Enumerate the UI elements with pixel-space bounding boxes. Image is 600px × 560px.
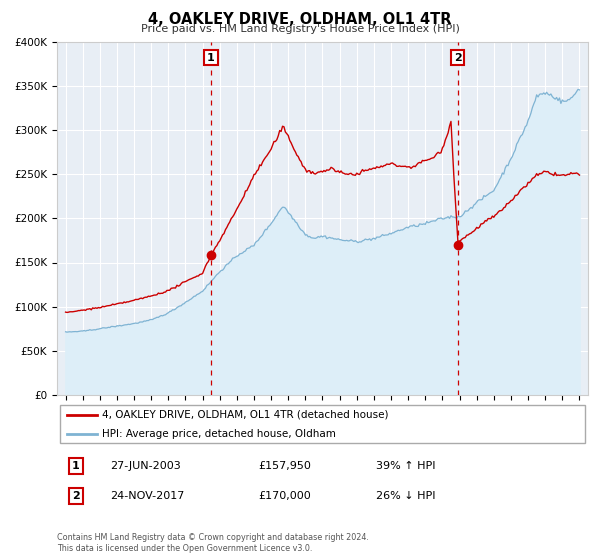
Text: 4, OAKLEY DRIVE, OLDHAM, OL1 4TR: 4, OAKLEY DRIVE, OLDHAM, OL1 4TR bbox=[148, 12, 452, 27]
Text: Contains HM Land Registry data © Crown copyright and database right 2024.: Contains HM Land Registry data © Crown c… bbox=[57, 533, 369, 542]
Text: 2: 2 bbox=[454, 53, 461, 63]
Text: £170,000: £170,000 bbox=[259, 491, 311, 501]
Text: 4, OAKLEY DRIVE, OLDHAM, OL1 4TR (detached house): 4, OAKLEY DRIVE, OLDHAM, OL1 4TR (detach… bbox=[102, 409, 389, 419]
Text: 39% ↑ HPI: 39% ↑ HPI bbox=[376, 461, 435, 472]
Text: £157,950: £157,950 bbox=[259, 461, 311, 472]
Text: 1: 1 bbox=[207, 53, 215, 63]
Text: 27-JUN-2003: 27-JUN-2003 bbox=[110, 461, 181, 472]
Text: HPI: Average price, detached house, Oldham: HPI: Average price, detached house, Oldh… bbox=[102, 429, 336, 439]
Text: 1: 1 bbox=[72, 461, 79, 472]
Text: Price paid vs. HM Land Registry's House Price Index (HPI): Price paid vs. HM Land Registry's House … bbox=[140, 24, 460, 34]
FancyBboxPatch shape bbox=[59, 405, 586, 443]
Text: 26% ↓ HPI: 26% ↓ HPI bbox=[376, 491, 435, 501]
Text: 2: 2 bbox=[72, 491, 79, 501]
Text: This data is licensed under the Open Government Licence v3.0.: This data is licensed under the Open Gov… bbox=[57, 544, 313, 553]
Text: 24-NOV-2017: 24-NOV-2017 bbox=[110, 491, 184, 501]
